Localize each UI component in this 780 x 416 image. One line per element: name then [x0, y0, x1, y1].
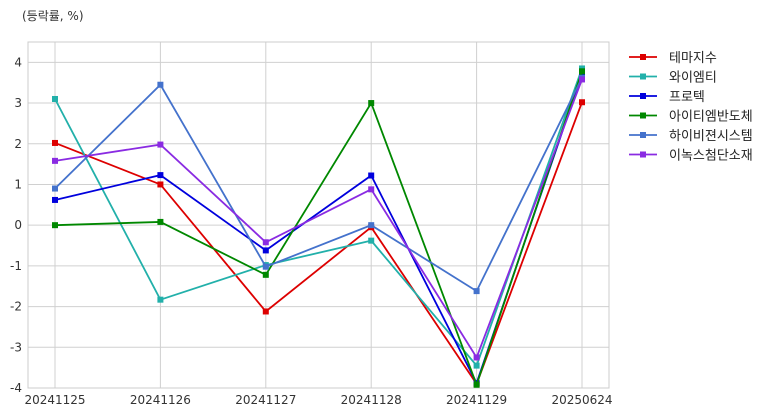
data-point	[52, 196, 58, 203]
y-tick-label: -4	[10, 381, 22, 395]
data-point	[579, 99, 585, 106]
y-tick-label: 0	[14, 218, 22, 232]
data-point	[368, 100, 375, 107]
y-tick-label: 2	[14, 137, 22, 151]
data-point	[262, 239, 269, 246]
data-point	[473, 381, 480, 388]
series-line	[54, 79, 583, 360]
data-point	[579, 68, 585, 75]
x-tick-label: 20241128	[341, 393, 402, 407]
data-point	[52, 157, 58, 164]
series-line	[54, 68, 583, 368]
plot-area: -4 -3 -2 -1 0 1 2 3 4 20241125 20241126 20241127 202…	[10, 41, 613, 407]
legend-swatch-marker	[640, 112, 646, 119]
legend-label: 이녹스첨단소재	[669, 149, 753, 164]
data-point	[157, 181, 164, 188]
data-point	[368, 172, 375, 179]
legend-swatch-marker	[640, 151, 646, 158]
data-point	[473, 354, 480, 361]
legend-swatch-marker	[640, 54, 646, 60]
data-point	[473, 362, 480, 369]
y-tick-label: 1	[14, 177, 22, 191]
data-point	[368, 237, 375, 244]
y-tick-label: -3	[10, 340, 22, 354]
legend-label: 프로텍	[669, 90, 705, 105]
data-point	[262, 263, 269, 270]
data-point	[262, 271, 269, 278]
data-point	[473, 288, 480, 295]
data-point	[368, 222, 375, 229]
plot-frame	[27, 41, 610, 389]
x-tick-label: 20241127	[235, 393, 296, 407]
legend-label: 하이비젼시스템	[669, 129, 753, 144]
legend-label: 와이엠티	[669, 71, 717, 86]
y-tick-label: 4	[14, 55, 22, 69]
data-point	[157, 218, 164, 225]
series-line	[54, 71, 583, 388]
x-tick-label: 20241125	[24, 393, 85, 407]
data-point	[262, 247, 269, 254]
legend-label: 아이티엠반도체	[669, 110, 753, 125]
data-point	[157, 141, 164, 148]
x-tick-label: 20250624	[551, 393, 612, 407]
data-point	[157, 296, 164, 303]
legend-swatch-marker	[640, 93, 646, 99]
series-line	[54, 101, 583, 386]
y-tick-label: -1	[10, 259, 22, 273]
unit-label: (등락률, %)	[22, 9, 84, 23]
y-tick-label: -2	[10, 300, 22, 314]
data-point	[262, 308, 269, 315]
legend-label: 테마지수	[669, 51, 717, 66]
data-point	[579, 76, 585, 83]
legend-swatch-marker	[640, 132, 646, 138]
y-tick-label: 3	[14, 96, 22, 110]
data-point	[157, 172, 164, 179]
data-point	[52, 222, 58, 229]
data-point	[52, 185, 58, 192]
data-point	[52, 95, 58, 102]
legend-swatch-marker	[640, 73, 646, 80]
x-tick-label: 20241129	[446, 393, 507, 407]
data-point	[368, 186, 375, 193]
series-line	[54, 77, 583, 293]
data-point	[157, 81, 164, 88]
data-point	[52, 139, 58, 146]
x-tick-label: 20241126	[130, 393, 191, 407]
